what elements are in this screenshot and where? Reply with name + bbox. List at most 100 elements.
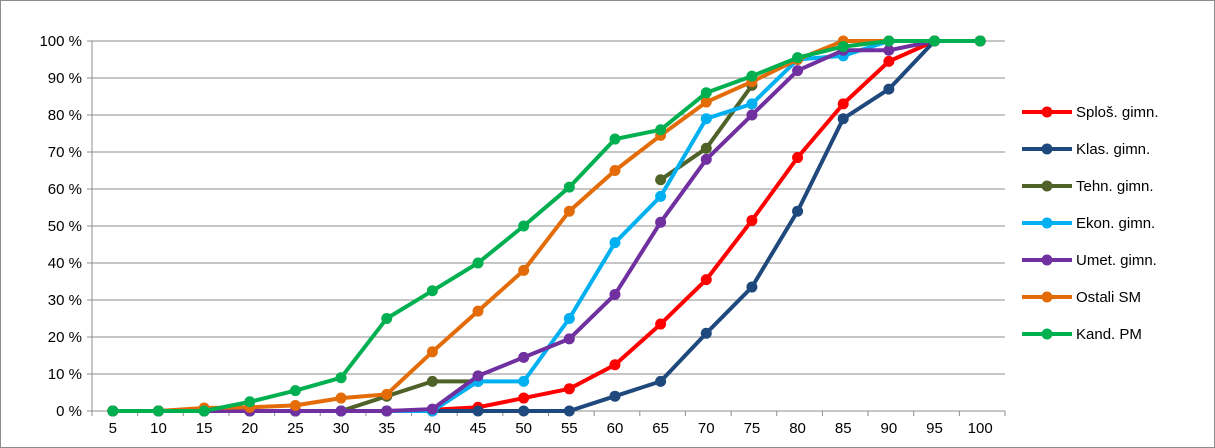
y-tick-label: 40 % bbox=[48, 255, 82, 272]
grid-lines bbox=[92, 40, 1005, 375]
data-point bbox=[609, 133, 621, 145]
data-point bbox=[381, 313, 393, 324]
legend-item: Sploš. gimn. bbox=[1022, 104, 1159, 121]
data-point bbox=[518, 220, 530, 232]
data-point bbox=[655, 318, 667, 330]
data-point bbox=[563, 383, 575, 395]
data-point bbox=[335, 392, 347, 404]
data-point bbox=[837, 113, 849, 125]
x-tick-label: 40 bbox=[424, 420, 441, 437]
legend-swatch-marker bbox=[1041, 143, 1053, 155]
data-point bbox=[198, 405, 210, 417]
y-tick-label: 90 % bbox=[48, 70, 82, 87]
x-tick-label: 15 bbox=[196, 420, 213, 437]
data-point bbox=[289, 399, 301, 411]
y-tick-label: 60 % bbox=[48, 181, 82, 198]
data-point bbox=[609, 359, 621, 371]
data-point bbox=[746, 281, 758, 293]
legend-swatch-marker bbox=[1041, 217, 1053, 229]
data-point bbox=[746, 70, 758, 82]
legend-label: Tehn. gimn. bbox=[1076, 178, 1154, 195]
data-point bbox=[426, 285, 438, 297]
data-point bbox=[883, 83, 895, 95]
data-point bbox=[655, 216, 667, 228]
data-point bbox=[289, 385, 301, 397]
data-point bbox=[518, 405, 530, 417]
data-point bbox=[563, 313, 575, 324]
y-tick-label: 80 % bbox=[48, 107, 82, 124]
x-tick-label: 65 bbox=[652, 420, 669, 437]
x-tick-label: 25 bbox=[287, 420, 304, 437]
data-point bbox=[792, 205, 804, 217]
x-tick-label: 90 bbox=[881, 420, 898, 437]
legend-item: Umet. gimn. bbox=[1022, 252, 1157, 269]
data-point bbox=[426, 346, 438, 358]
data-point bbox=[609, 288, 621, 300]
data-point bbox=[655, 124, 667, 136]
series-6 bbox=[107, 35, 986, 417]
series-line bbox=[110, 39, 983, 413]
data-point bbox=[700, 87, 712, 99]
data-point bbox=[426, 375, 438, 387]
data-point bbox=[700, 274, 712, 286]
data-point bbox=[700, 96, 712, 108]
series-4 bbox=[107, 35, 986, 417]
legend-label: Ekon. gimn. bbox=[1076, 215, 1155, 232]
x-tick-label: 35 bbox=[378, 420, 395, 437]
legend-item: Ekon. gimn. bbox=[1022, 215, 1155, 232]
legend-swatch-marker bbox=[1041, 328, 1053, 340]
data-point bbox=[563, 205, 575, 217]
legend-item: Kand. PM bbox=[1022, 326, 1142, 343]
data-point bbox=[700, 142, 712, 154]
data-point bbox=[152, 405, 164, 417]
x-tick-label: 20 bbox=[241, 420, 258, 437]
data-point bbox=[244, 396, 256, 408]
x-tick-label: 80 bbox=[789, 420, 806, 437]
series-line bbox=[110, 39, 983, 413]
data-point bbox=[655, 190, 667, 202]
data-point bbox=[563, 333, 575, 345]
x-tick-label: 100 bbox=[968, 420, 993, 437]
data-point bbox=[107, 405, 119, 417]
data-point bbox=[426, 403, 438, 415]
data-point bbox=[792, 152, 804, 164]
data-point bbox=[655, 375, 667, 387]
data-point bbox=[746, 98, 758, 110]
x-tick-label: 75 bbox=[744, 420, 761, 437]
data-point bbox=[837, 98, 849, 110]
legend-label: Klas. gimn. bbox=[1076, 141, 1150, 158]
data-point bbox=[518, 375, 530, 387]
data-point bbox=[929, 35, 941, 47]
data-point bbox=[609, 237, 621, 249]
y-tick-label: 20 % bbox=[48, 329, 82, 346]
legend: Sploš. gimn. Klas. gimn. Tehn. gimn. Ekon. … bbox=[1022, 104, 1159, 343]
data-point bbox=[472, 370, 484, 382]
data-point bbox=[381, 405, 393, 417]
data-point bbox=[563, 181, 575, 193]
data-point bbox=[518, 392, 530, 404]
legend-swatch-marker bbox=[1041, 254, 1053, 266]
series-lines bbox=[107, 35, 986, 417]
data-point bbox=[335, 372, 347, 384]
y-tick-label: 50 % bbox=[48, 218, 82, 235]
legend-label: Umet. gimn. bbox=[1076, 252, 1157, 269]
data-point bbox=[883, 55, 895, 67]
data-point bbox=[700, 327, 712, 339]
data-point bbox=[609, 165, 621, 176]
data-point bbox=[655, 174, 667, 186]
data-point bbox=[700, 153, 712, 165]
y-tick-label: 100 % bbox=[39, 33, 82, 50]
data-point bbox=[837, 41, 849, 53]
data-point bbox=[792, 52, 804, 64]
data-point bbox=[381, 388, 393, 400]
series-line bbox=[110, 39, 983, 413]
data-point bbox=[472, 405, 484, 417]
x-tick-label: 60 bbox=[607, 420, 624, 437]
y-tick-label: 0 % bbox=[56, 403, 82, 420]
x-tick-label: 55 bbox=[561, 420, 578, 437]
legend-item: Tehn. gimn. bbox=[1022, 178, 1154, 195]
y-tick-label: 30 % bbox=[48, 292, 82, 309]
x-tick-label: 10 bbox=[150, 420, 167, 437]
